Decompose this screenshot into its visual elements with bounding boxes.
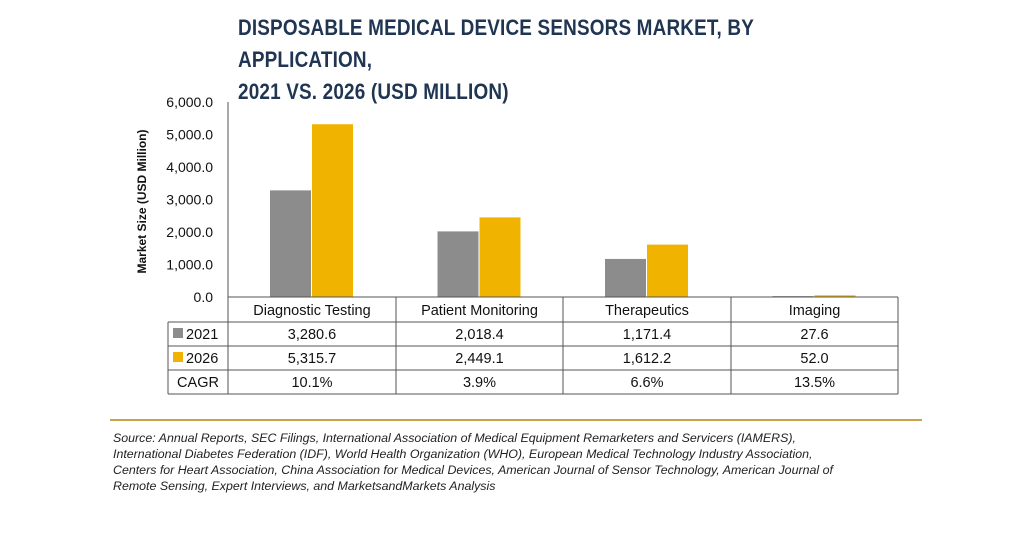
cagr-row-label: CAGR <box>177 375 219 391</box>
bar-2021-2 <box>605 258 646 297</box>
cagr-value: 10.1% <box>291 375 332 391</box>
legend-label-2026: 2026 <box>186 351 218 367</box>
cagr-value: 6.6% <box>630 375 663 391</box>
source-note: Source: Annual Reports, SEC Filings, Int… <box>113 430 923 494</box>
source-line-3: Centers for Heart Association, China Ass… <box>113 463 833 477</box>
chart-title-line-2: 2021 VS. 2026 (USD MILLION) <box>238 79 509 104</box>
bar-2026-3 <box>814 295 856 297</box>
table-value-2026: 2,449.1 <box>455 351 503 367</box>
table-value-2021: 1,171.4 <box>623 327 671 343</box>
x-category-label: Patient Monitoring <box>421 303 538 319</box>
x-category-label: Diagnostic Testing <box>253 303 370 319</box>
chart-title: DISPOSABLE MEDICAL DEVICE SENSORS MARKET… <box>238 12 840 108</box>
y-tick-label: 6,000.0 <box>166 94 213 110</box>
table-value-2026: 1,612.2 <box>623 351 671 367</box>
y-tick-label: 3,000.0 <box>166 192 213 208</box>
source-line-1: Source: Annual Reports, SEC Filings, Int… <box>113 431 796 445</box>
y-tick-label: 5,000.0 <box>166 127 213 143</box>
source-line-2: International Diabetes Federation (IDF),… <box>113 447 813 461</box>
x-category-label: Therapeutics <box>605 303 689 319</box>
table-value-2026: 52.0 <box>800 351 828 367</box>
table-value-2021: 27.6 <box>800 327 828 343</box>
bar-2026-1 <box>479 217 521 297</box>
bar-2026-2 <box>647 244 688 297</box>
bar-chart: 0.0 1,000.0 2,000.0 3,000.0 4,000.0 5,000.0 6,… <box>135 94 899 395</box>
table-value-2021: 2,018.4 <box>455 327 503 343</box>
bar-2026-0 <box>312 124 353 297</box>
chart-title-line-1: DISPOSABLE MEDICAL DEVICE SENSORS MARKET… <box>238 15 754 72</box>
legend-label-2021: 2021 <box>186 327 218 343</box>
bar-2021-1 <box>437 231 479 297</box>
source-line-4: Remote Sensing, Expert Interviews, and M… <box>113 479 496 493</box>
table-value-2021: 3,280.6 <box>288 327 336 343</box>
table-value-2026: 5,315.7 <box>288 351 336 367</box>
y-tick-label: 1,000.0 <box>166 257 213 273</box>
y-tick-label: 2,000.0 <box>166 224 213 240</box>
y-tick-label: 4,000.0 <box>166 159 213 175</box>
x-category-label: Imaging <box>789 303 841 319</box>
y-axis-title: Market Size (USD Million) <box>135 129 149 273</box>
cagr-value: 13.5% <box>794 375 835 391</box>
legend-swatch-2021 <box>173 328 183 338</box>
bar-2021-0 <box>270 190 311 297</box>
source-divider <box>110 419 922 421</box>
cagr-value: 3.9% <box>463 375 496 391</box>
legend-swatch-2026 <box>173 352 183 362</box>
y-tick-label: 0.0 <box>194 289 214 305</box>
